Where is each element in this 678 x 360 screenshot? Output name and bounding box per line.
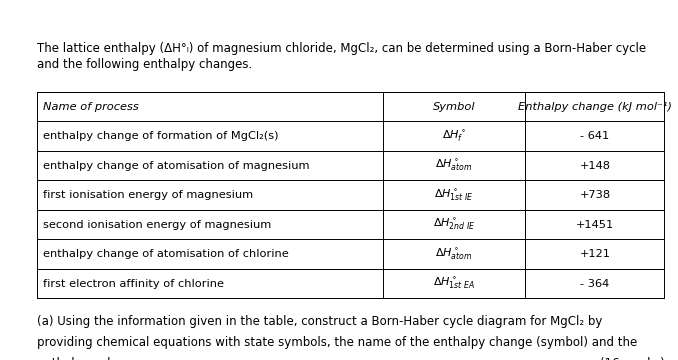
Text: +121: +121 xyxy=(580,249,610,259)
Text: $\Delta H^\circ_{1st\ EA}$: $\Delta H^\circ_{1st\ EA}$ xyxy=(433,276,475,291)
Text: $\Delta H^\circ_{1st\ IE}$: $\Delta H^\circ_{1st\ IE}$ xyxy=(435,188,474,203)
Text: - 364: - 364 xyxy=(580,279,610,289)
Text: Enthalpy change (kJ mol⁻¹): Enthalpy change (kJ mol⁻¹) xyxy=(518,102,672,112)
Text: $\Delta H^\circ_f$: $\Delta H^\circ_f$ xyxy=(442,129,466,144)
Text: (a) Using the information given in the table, construct a Born-Haber cycle diagr: (a) Using the information given in the t… xyxy=(37,315,603,328)
Text: and the following enthalpy changes.: and the following enthalpy changes. xyxy=(37,58,252,71)
Text: Symbol: Symbol xyxy=(433,102,475,112)
Text: (16 marks): (16 marks) xyxy=(599,357,664,360)
Text: +738: +738 xyxy=(580,190,610,200)
Text: first electron affinity of chlorine: first electron affinity of chlorine xyxy=(43,279,224,289)
Text: $\Delta H^\circ_{atom}$: $\Delta H^\circ_{atom}$ xyxy=(435,158,473,173)
Text: enthalpy change of formation of MgCl₂(s): enthalpy change of formation of MgCl₂(s) xyxy=(43,131,278,141)
Text: providing chemical equations with state symbols, the name of the enthalpy change: providing chemical equations with state … xyxy=(37,336,637,349)
Text: Name of process: Name of process xyxy=(43,102,138,112)
Text: The lattice enthalpy (ΔH°ₗ) of magnesium chloride, MgCl₂, can be determined usin: The lattice enthalpy (ΔH°ₗ) of magnesium… xyxy=(37,42,646,55)
Text: +148: +148 xyxy=(580,161,610,171)
Text: $\Delta H^\circ_{atom}$: $\Delta H^\circ_{atom}$ xyxy=(435,247,473,262)
Text: +1451: +1451 xyxy=(576,220,614,230)
Text: enthalpy change of atomisation of magnesium: enthalpy change of atomisation of magnes… xyxy=(43,161,309,171)
Text: second ionisation energy of magnesium: second ionisation energy of magnesium xyxy=(43,220,271,230)
Text: - 641: - 641 xyxy=(580,131,610,141)
Text: enthalpy change of atomisation of chlorine: enthalpy change of atomisation of chlori… xyxy=(43,249,288,259)
Bar xyxy=(37,92,664,298)
Text: enthalpy value.: enthalpy value. xyxy=(37,357,129,360)
Text: $\Delta H^\circ_{2nd\ IE}$: $\Delta H^\circ_{2nd\ IE}$ xyxy=(433,217,475,232)
Text: first ionisation energy of magnesium: first ionisation energy of magnesium xyxy=(43,190,253,200)
